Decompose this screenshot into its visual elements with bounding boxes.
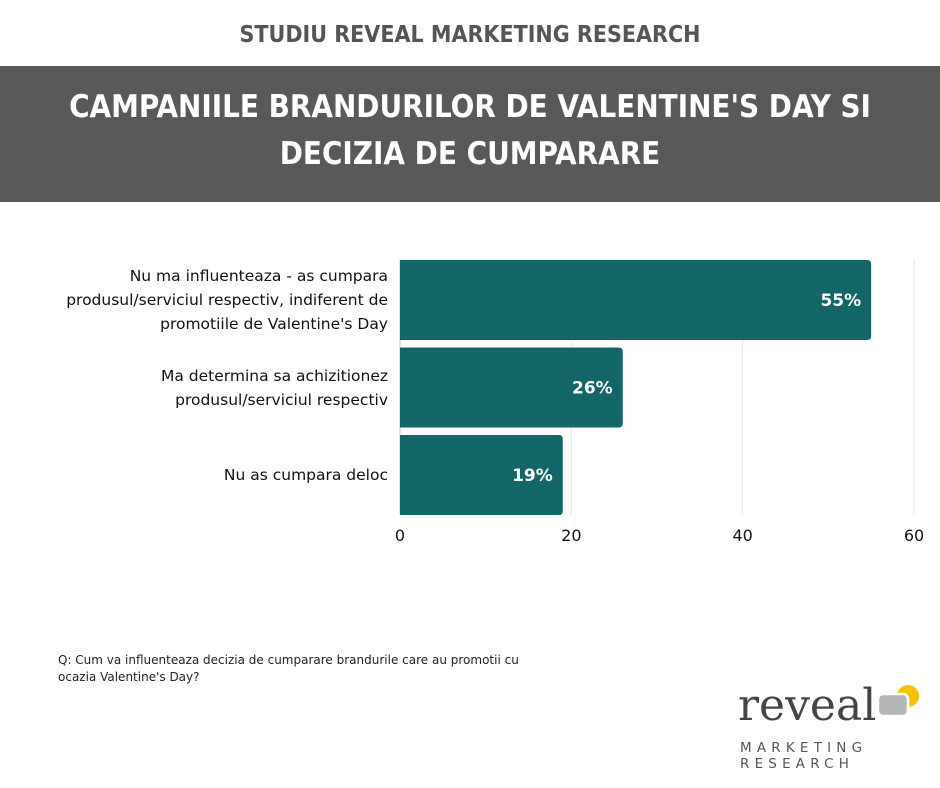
logo-mark — [876, 685, 919, 718]
study-title: STUDIU REVEAL MARKETING RESEARCH — [239, 22, 701, 48]
category-label-line: produsul/serviciul respectiv, indiferent… — [66, 291, 388, 309]
category-label: Ma determina sa achizitionez produsul/ser… — [161, 364, 388, 412]
logo-box-icon — [876, 692, 910, 718]
title-banner — [0, 66, 940, 202]
bar — [400, 347, 623, 428]
category-label-line: produsul/serviciul respectiv — [175, 390, 388, 409]
bar — [400, 260, 872, 340]
tick-label: 0 — [395, 526, 405, 545]
category-label-line: Nu ma influenteaza - as cumpara — [129, 267, 388, 285]
category-label-line: promotiile de Valentine's Day — [160, 315, 388, 333]
tick-label: 20 — [561, 526, 581, 545]
chart-title-line1: CAMPANIILE BRANDURILOR DE VALENTINE'S DA… — [69, 89, 871, 125]
chart-title: CAMPANIILE BRANDURILOR DE VALENTINE'S DA… — [60, 84, 880, 178]
chart-title-line2: DECIZIA DE CUMPARARE — [279, 136, 661, 172]
bar — [400, 435, 563, 515]
data-label: 55% — [820, 291, 861, 311]
logo-line-research: RESEARCH — [740, 756, 855, 772]
reveal-logo: reveal MARKETING RESEARCH — [736, 680, 926, 775]
tick-label: 60 — [904, 526, 924, 545]
question-line2: ocazia Valentine's Day? — [58, 670, 200, 684]
category-label-line: Ma determina sa achizitionez — [161, 366, 388, 385]
question-line1: Q: Cum va influenteaza decizia de cumpar… — [58, 653, 519, 667]
logo-word: reveal — [738, 680, 877, 731]
data-label: 26% — [572, 379, 613, 399]
category-label: Nu ma influenteaza - as cumpara produsul/… — [66, 264, 388, 336]
data-label: 19% — [512, 466, 553, 486]
category-label-line: Nu as cumpara deloc — [223, 466, 388, 484]
bar-chart: 55% 26% 19% 0 20 40 60 — [395, 260, 924, 545]
category-label: Nu as cumpara deloc — [224, 463, 388, 487]
logo-line-marketing: MARKETING — [740, 740, 868, 756]
survey-question: Q: Cum va influenteaza decizia de cumpar… — [58, 652, 578, 686]
tick-label: 40 — [732, 526, 752, 545]
